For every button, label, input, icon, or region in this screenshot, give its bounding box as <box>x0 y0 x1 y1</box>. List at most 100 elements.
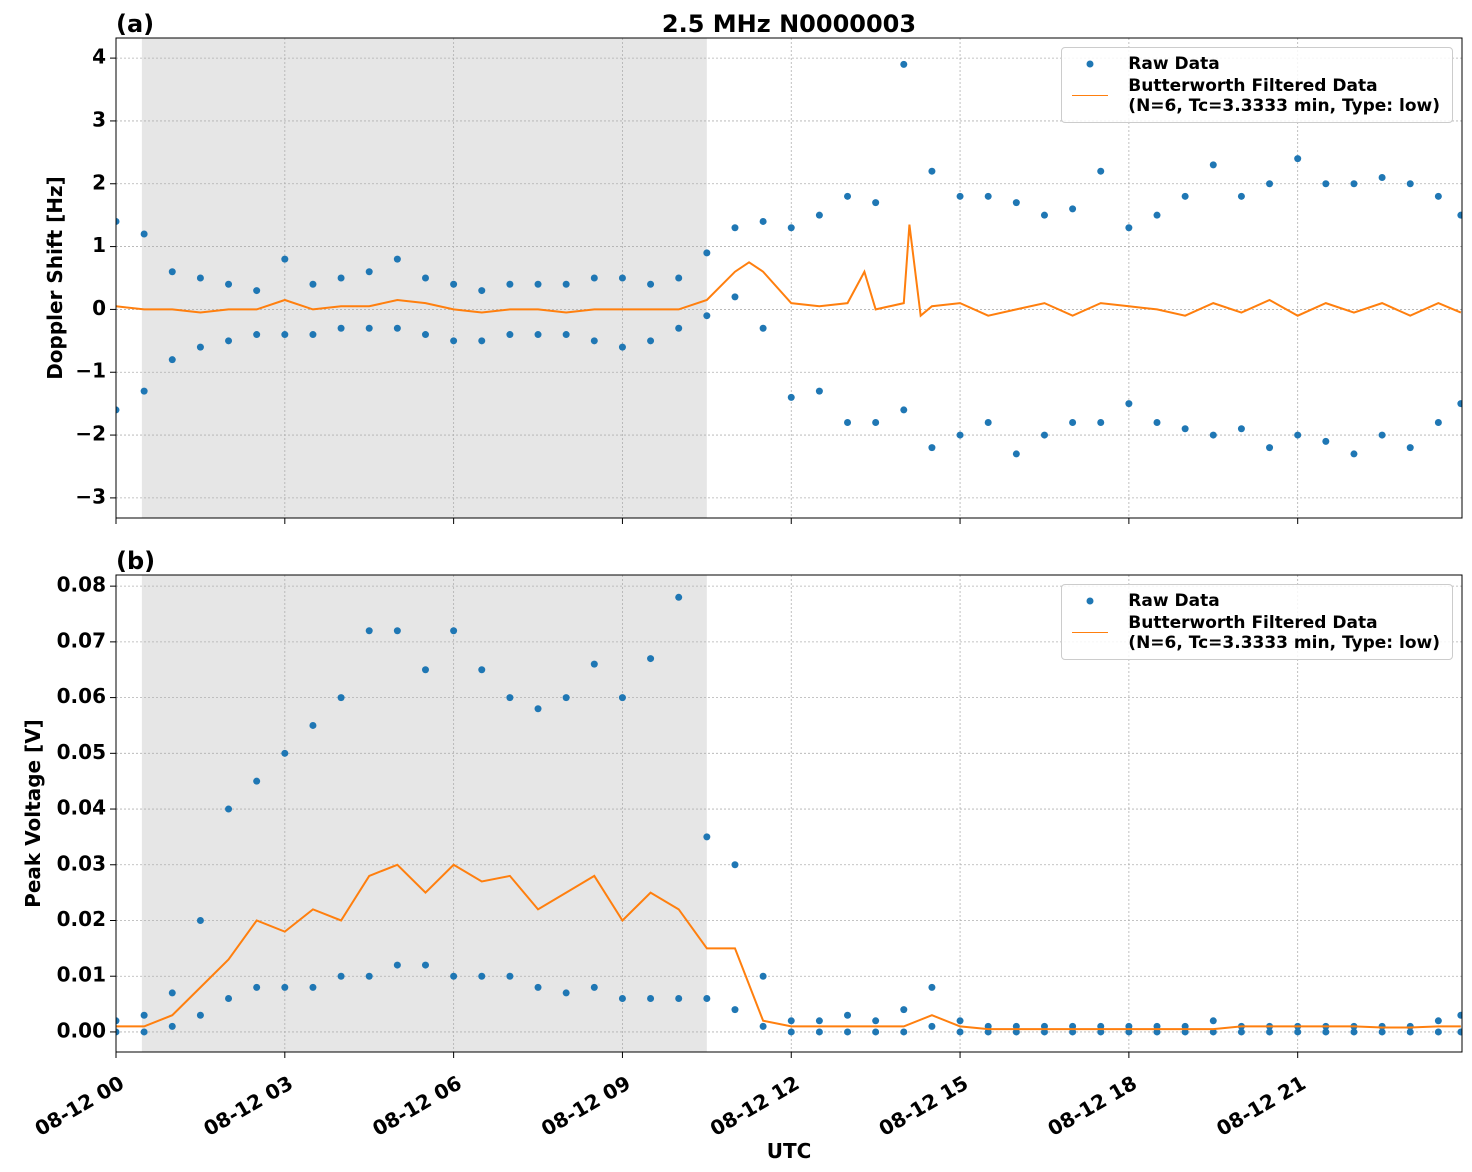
plot-frame <box>115 37 1463 519</box>
data-point <box>900 60 908 68</box>
data-point <box>787 1028 795 1036</box>
x-tick-label: 08-12 00 <box>31 1071 129 1141</box>
data-point <box>647 337 655 345</box>
shaded-span <box>141 575 707 1052</box>
y-tick-label: −2 <box>75 422 106 446</box>
data-point <box>984 192 992 200</box>
data-point <box>872 1028 880 1036</box>
data-point <box>506 331 514 339</box>
data-point <box>253 331 261 339</box>
data-point <box>844 1011 852 1019</box>
data-point <box>1125 400 1133 408</box>
data-point <box>393 324 401 332</box>
data-point <box>1350 180 1358 188</box>
data-point <box>844 419 852 427</box>
data-point <box>116 1017 120 1025</box>
data-point <box>900 1028 908 1036</box>
data-point <box>140 387 148 395</box>
y-tick-label: 0.01 <box>57 963 106 987</box>
data-point <box>590 660 598 668</box>
x-tick-label: 08-12 21 <box>1212 1071 1310 1141</box>
data-point <box>1209 1028 1217 1036</box>
data-point <box>1040 211 1048 219</box>
data-point <box>393 961 401 969</box>
legend-label: Raw Data <box>1128 591 1220 611</box>
y-tick-label: 0.08 <box>57 573 106 597</box>
data-point <box>590 337 598 345</box>
data-point <box>590 274 598 282</box>
data-point <box>759 324 767 332</box>
data-point <box>1069 1028 1077 1036</box>
data-point <box>562 694 570 702</box>
data-point <box>1181 1022 1189 1030</box>
data-point <box>534 331 542 339</box>
data-point <box>1434 419 1442 427</box>
data-point <box>872 1017 880 1025</box>
data-point <box>421 274 429 282</box>
x-tick-label: 08-12 18 <box>1043 1071 1141 1141</box>
data-point <box>1266 180 1274 188</box>
data-point <box>872 199 880 207</box>
y-axis-label: Doppler Shift [Hz] <box>43 176 67 380</box>
data-point <box>1012 450 1020 458</box>
data-point <box>337 972 345 980</box>
data-point <box>928 1022 936 1030</box>
data-point <box>393 255 401 263</box>
data-point <box>168 356 176 364</box>
plot-area <box>116 60 1462 458</box>
data-point <box>534 983 542 991</box>
data-point <box>1457 1028 1462 1036</box>
data-point <box>1097 1028 1105 1036</box>
data-point <box>365 268 373 276</box>
panel-label: (b) <box>116 547 155 575</box>
data-point <box>956 1017 964 1025</box>
data-point <box>253 287 261 295</box>
data-point <box>1406 444 1414 452</box>
data-point <box>365 972 373 980</box>
data-point <box>759 217 767 225</box>
data-point <box>787 224 795 232</box>
data-point <box>1040 431 1048 439</box>
data-point <box>534 280 542 288</box>
data-point <box>225 995 233 1003</box>
data-point <box>1294 431 1302 439</box>
data-point <box>337 694 345 702</box>
y-tick-label: 0.07 <box>57 628 106 652</box>
data-point <box>1125 1022 1133 1030</box>
data-point <box>1457 400 1462 408</box>
y-axis-label: Peak Voltage [V] <box>21 719 45 908</box>
data-line <box>116 224 1462 318</box>
data-point <box>309 983 317 991</box>
data-point <box>1153 419 1161 427</box>
y-tick-label: 3 <box>92 107 106 131</box>
data-point <box>1153 1028 1161 1036</box>
data-point <box>281 749 289 757</box>
legend-swatch <box>1072 632 1109 633</box>
data-point <box>450 280 458 288</box>
data-point <box>1237 1028 1245 1036</box>
data-point <box>506 280 514 288</box>
data-point <box>1237 425 1245 433</box>
data-point <box>450 627 458 635</box>
data-point <box>1457 211 1462 219</box>
data-point <box>1125 224 1133 232</box>
legend-item: Butterworth Filtered Data (N=6, Tc=3.333… <box>1070 613 1440 653</box>
legend-marker <box>1086 597 1094 605</box>
data-point <box>116 1028 120 1036</box>
data-point <box>1153 211 1161 219</box>
data-point <box>1322 1028 1330 1036</box>
data-point <box>1069 1022 1077 1030</box>
y-tick-label: 0.03 <box>57 851 106 875</box>
data-point <box>478 337 486 345</box>
data-point <box>196 343 204 351</box>
data-point <box>478 972 486 980</box>
data-point <box>168 1022 176 1030</box>
data-point <box>309 331 317 339</box>
data-point <box>562 331 570 339</box>
data-point <box>618 995 626 1003</box>
data-point <box>253 983 261 991</box>
data-point <box>1209 1017 1217 1025</box>
data-point <box>815 387 823 395</box>
data-point <box>140 1011 148 1019</box>
